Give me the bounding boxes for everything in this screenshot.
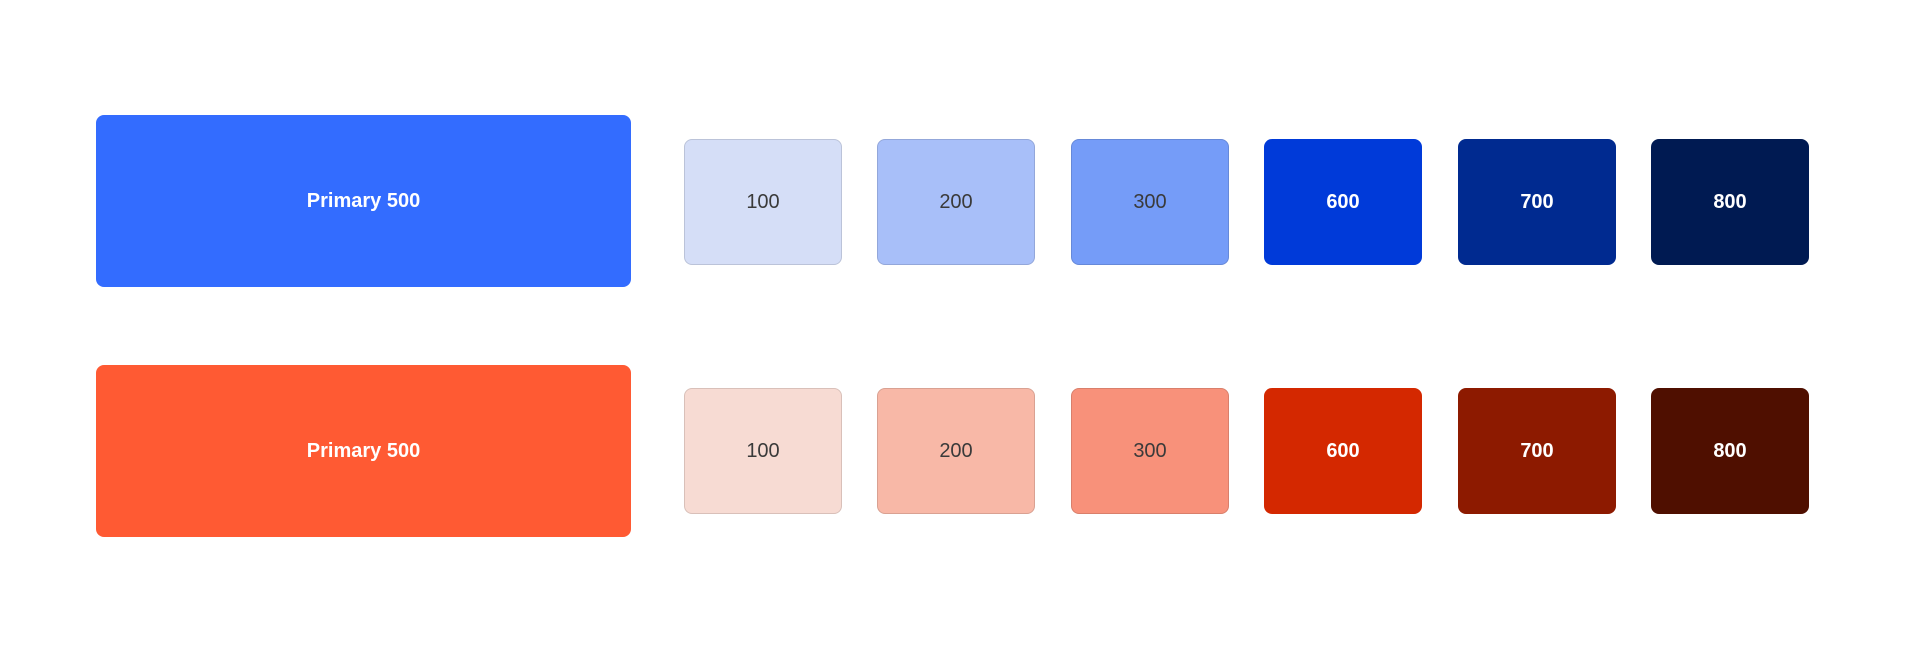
swatch-label: 600	[1326, 190, 1360, 213]
orange-200-swatch: 200	[877, 388, 1035, 514]
swatch-label: Primary 500	[306, 189, 421, 212]
blue-300-swatch: 300	[1071, 139, 1229, 265]
orange-primary-500-swatch: Primary 500	[96, 365, 631, 537]
swatch-label: 100	[746, 439, 780, 462]
swatch-label: 300	[1133, 190, 1167, 213]
blue-700-swatch: 700	[1458, 139, 1616, 265]
blue-primary-500-swatch: Primary 500	[96, 115, 631, 287]
swatch-label: 700	[1520, 190, 1554, 213]
swatch-label: 200	[939, 190, 973, 213]
blue-100-swatch: 100	[684, 139, 842, 265]
orange-600-swatch: 600	[1264, 388, 1422, 514]
swatch-label: 300	[1133, 439, 1167, 462]
blue-200-swatch: 200	[877, 139, 1035, 265]
swatch-label: 700	[1520, 439, 1554, 462]
swatch-label: Primary 500	[306, 439, 421, 462]
orange-100-swatch: 100	[684, 388, 842, 514]
swatch-label: 200	[939, 439, 973, 462]
swatch-label: 800	[1713, 190, 1747, 213]
orange-300-swatch: 300	[1071, 388, 1229, 514]
blue-600-swatch: 600	[1264, 139, 1422, 265]
swatch-label: 100	[746, 190, 780, 213]
swatch-label: 800	[1713, 439, 1747, 462]
blue-800-swatch: 800	[1651, 139, 1809, 265]
swatch-label: 600	[1326, 439, 1360, 462]
orange-800-swatch: 800	[1651, 388, 1809, 514]
orange-700-swatch: 700	[1458, 388, 1616, 514]
